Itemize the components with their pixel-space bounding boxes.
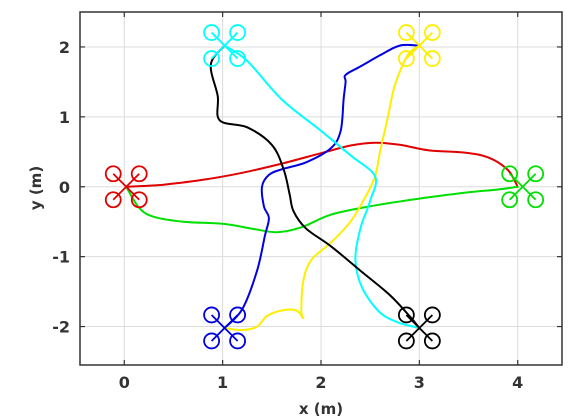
trajectory-line-5 <box>209 44 421 329</box>
y-tick-label: 1 <box>59 108 70 127</box>
grid <box>80 12 562 365</box>
quadrotor-marker-3 <box>397 24 441 67</box>
quadrotor-rotor <box>501 165 519 183</box>
quadrotor-marker-5 <box>397 306 441 350</box>
quadrotor-arm <box>405 31 434 60</box>
y-tick-label: -1 <box>52 248 70 267</box>
quadrotor-layer <box>104 24 545 350</box>
x-tick-label: 4 <box>512 373 523 392</box>
quadrotor-marker-0 <box>104 165 148 209</box>
ticks <box>80 12 562 365</box>
x-axis-label: x (m) <box>299 400 343 418</box>
quadrotor-rotor <box>203 50 221 67</box>
quadrotor-rotor <box>397 306 415 324</box>
x-tick-label: 1 <box>217 373 228 392</box>
quadrotor-rotor <box>104 191 122 209</box>
trajectory-line-2 <box>223 43 421 329</box>
quadrotor-rotor <box>527 165 545 183</box>
x-tick-labels: 0 1 2 3 4 <box>119 373 524 392</box>
trajectory-layer <box>125 43 519 332</box>
y-tick-label: 2 <box>59 38 70 57</box>
y-tick-label: 0 <box>59 178 70 197</box>
quadrotor-arm <box>112 173 140 201</box>
quadrotor-arm <box>210 314 239 342</box>
quadrotor-rotor <box>229 306 247 324</box>
trajectory-line-1 <box>125 185 519 234</box>
quadrotor-rotor <box>203 332 221 350</box>
quadrotor-rotor <box>423 50 441 67</box>
quadrotor-rotor <box>229 332 247 350</box>
quadrotor-rotor <box>423 332 441 350</box>
x-tick-label: 0 <box>119 373 130 392</box>
trajectory-line-4 <box>223 44 421 329</box>
quadrotor-arm <box>210 31 239 60</box>
quadrotor-marker-1 <box>501 165 545 209</box>
quadrotor-rotor <box>203 306 221 324</box>
y-tick-label: -2 <box>52 318 70 337</box>
x-tick-label: 3 <box>414 373 425 392</box>
x-tick-label: 2 <box>315 373 326 392</box>
quadrotor-marker-4 <box>203 24 247 67</box>
trajectory-line-0 <box>125 141 519 188</box>
quadrotor-rotor <box>527 191 545 209</box>
quadrotor-rotor <box>130 191 148 209</box>
quadrotor-marker-2 <box>203 306 247 350</box>
quadrotor-rotor <box>501 191 519 209</box>
quadrotor-arm <box>405 314 434 342</box>
trajectory-line-3 <box>223 44 421 332</box>
quadrotor-rotor <box>423 24 441 41</box>
quadrotor-arm <box>509 173 537 201</box>
quadrotor-rotor <box>229 50 247 67</box>
quadrotor-rotor <box>203 24 221 41</box>
quadrotor-rotor <box>397 332 415 350</box>
y-axis-label: y (m) <box>27 166 45 210</box>
quadrotor-rotor <box>397 50 415 67</box>
quadrotor-rotor <box>104 165 122 183</box>
y-tick-labels: -2 -1 0 1 2 <box>52 38 70 337</box>
quadrotor-rotor <box>130 165 148 183</box>
quadrotor-rotor <box>423 306 441 324</box>
quadrotor-rotor <box>397 24 415 41</box>
quadrotor-rotor <box>229 24 247 41</box>
